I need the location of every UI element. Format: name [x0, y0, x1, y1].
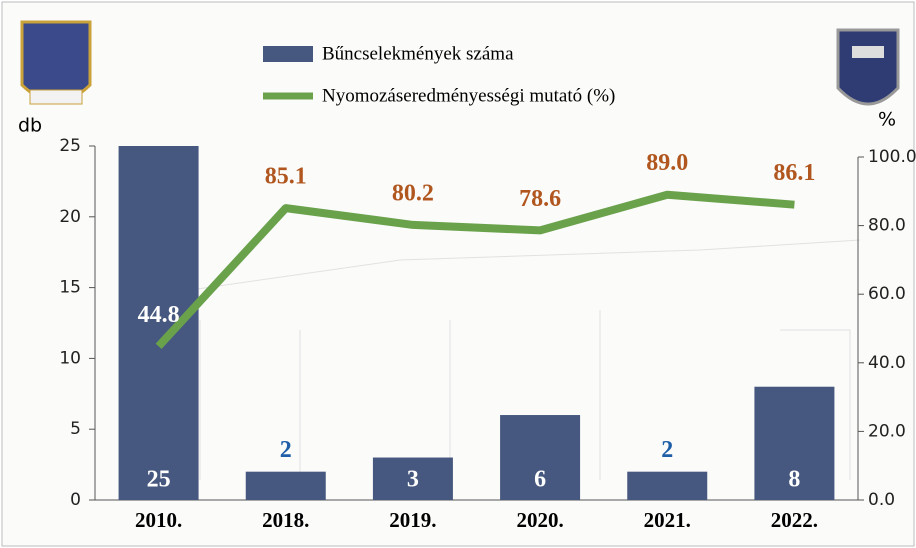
bar-value-label: 6: [534, 467, 546, 493]
y2-tick-label: 60.0: [868, 284, 906, 304]
y-tick-label: 25: [59, 136, 81, 156]
bar: [372, 457, 453, 500]
logo-left: [20, 20, 92, 105]
legend-swatch: [263, 46, 313, 62]
y2-axis-label: %: [878, 109, 896, 131]
bar: [500, 415, 581, 500]
bar: [627, 471, 708, 500]
y-tick-label: 20: [59, 207, 81, 227]
x-tick-label: 2022.: [771, 508, 818, 532]
y2-tick-label: 20.0: [868, 421, 906, 441]
line-value-label: 78.6: [519, 186, 561, 212]
bar-value-label: 2: [661, 437, 673, 463]
legend-label: Nyomozáseredményességi mutató (%): [322, 85, 615, 106]
line: [155, 190, 795, 350]
bar-value-label: 8: [788, 467, 800, 493]
logo-right: [836, 28, 900, 106]
y2-tick-label: 0.0: [868, 490, 895, 510]
y2-tick-label: 80.0: [868, 216, 906, 236]
y2-tick-label: 100.0: [868, 147, 916, 167]
y-tick-label: 10: [59, 348, 81, 368]
background-photo: [119, 239, 861, 480]
line-value-label: 44.8: [138, 302, 180, 328]
line-value-label: 89.0: [646, 150, 688, 176]
line-value-label: 80.2: [392, 180, 434, 206]
bar-value-label: 2: [280, 437, 292, 463]
legend-label: Bűncselekmények száma: [322, 43, 514, 64]
x-tick-label: 2019.: [389, 508, 436, 532]
x-tick-label: 2010.: [135, 508, 182, 532]
x-tick-label: 2020.: [516, 508, 563, 532]
y-tick-label: 5: [70, 419, 81, 439]
bar: [754, 386, 835, 500]
y-axis-label: db: [18, 115, 42, 137]
bar-value-label: 3: [407, 467, 419, 493]
y2-tick-label: 40.0: [868, 353, 906, 373]
y-tick-label: 15: [59, 278, 81, 298]
line-value-label: 85.1: [265, 164, 307, 190]
line-value-label: 86.1: [773, 160, 815, 186]
bar-value-label: 25: [147, 467, 171, 493]
y-tick-label: 0: [70, 490, 81, 510]
x-tick-label: 2021.: [644, 508, 691, 532]
bar: [245, 471, 326, 500]
x-tick-label: 2018.: [262, 508, 309, 532]
